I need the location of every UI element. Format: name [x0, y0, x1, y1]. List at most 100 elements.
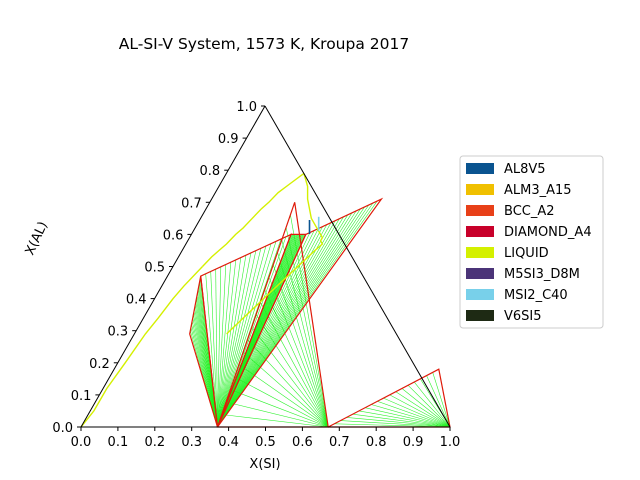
tie-line: [238, 364, 329, 428]
x-tick-label: 1.0: [440, 435, 461, 450]
tie-line: [285, 227, 329, 428]
y-tick-label: 0.1: [71, 389, 92, 404]
tie-line: [215, 269, 218, 428]
tie-line: [217, 202, 374, 428]
legend-swatch: [466, 247, 494, 258]
liquidus-curve: [226, 173, 324, 335]
legend-label: V6SI5: [504, 309, 542, 324]
liquidus-curve: [80, 266, 204, 428]
tie-line: [217, 245, 267, 428]
legend-box: [459, 155, 604, 329]
tie-line: [260, 302, 329, 428]
tie-line: [264, 289, 329, 428]
tie-line: [290, 214, 329, 428]
x-tick-label: 0.1: [108, 435, 129, 450]
tie-line: [234, 376, 329, 428]
legend-swatch: [466, 310, 494, 321]
tie-line: [251, 326, 329, 428]
tie-line: [426, 375, 451, 428]
legend-swatch: [466, 205, 494, 216]
y-tick-label: 0.5: [144, 261, 165, 276]
tie-line: [383, 397, 451, 428]
x-tick-label: 0.4: [218, 435, 239, 450]
tie-line: [346, 417, 451, 428]
y-tick-label: 1.0: [236, 100, 257, 115]
tie-line: [217, 262, 232, 428]
tie-line: [268, 277, 329, 428]
legend-label: LIQUID: [504, 246, 549, 261]
tie-line: [414, 381, 451, 428]
tie-line: [217, 264, 227, 428]
tie-line: [217, 216, 344, 428]
x-tick-label: 0.6: [292, 435, 313, 450]
x-axis-label: X(SI): [249, 457, 280, 472]
tie-line: [389, 394, 451, 428]
legend-swatch: [466, 163, 494, 174]
tie-line: [217, 250, 257, 428]
y-tick-label: 0.9: [218, 132, 239, 147]
tie-line: [272, 264, 329, 428]
legend-label: ALM3_A15: [504, 183, 572, 198]
x-tick-label: 0.2: [144, 435, 165, 450]
tick-layer: 0.0 0.1 0.2 0.3 0.4 0.5 0.6 0.7 0.8 0.9 1.0 0.0 0.1 0…: [52, 100, 460, 450]
y-tick-label: 0.2: [89, 357, 110, 372]
legend-label: MSI2_C40: [504, 288, 568, 303]
tie-triangle: [216, 197, 384, 428]
tie-line: [217, 210, 357, 428]
tie-line: [217, 222, 332, 428]
tie-line: [255, 314, 329, 428]
tie-line: [371, 404, 451, 428]
tie-line: [365, 407, 451, 428]
y-tick-label: 0.8: [200, 164, 221, 179]
legend-swatch: [466, 289, 494, 300]
legend-label: AL8V5: [504, 162, 546, 177]
tie-line: [247, 339, 329, 428]
legend-label: M5SI3_D8M: [504, 267, 580, 282]
tie-line: [217, 266, 222, 428]
x-tick-label: 0.8: [366, 435, 387, 450]
y-tick-label: 0.3: [108, 325, 129, 340]
x-tick-label: 0.9: [403, 435, 424, 450]
liquidus-curve: [201, 172, 305, 267]
tie-line: [407, 385, 451, 428]
tie-line: [217, 243, 272, 428]
tie-line: [358, 410, 451, 428]
tie-line: [401, 388, 451, 428]
tie-line: [217, 214, 349, 428]
y-tick-label: 0.0: [52, 421, 73, 436]
chart-title: AL-SI-V System, 1573 K, Kroupa 2017: [119, 35, 409, 53]
y-tick-label: 0.6: [163, 228, 184, 243]
x-tick-label: 0.5: [255, 435, 276, 450]
tie-line: [226, 401, 329, 428]
tie-line: [243, 351, 329, 428]
tie-line: [217, 248, 262, 428]
legend-swatch: [466, 268, 494, 279]
tie-line: [352, 413, 451, 428]
tie-line: [217, 208, 361, 428]
tie-line: [217, 257, 242, 428]
legend-swatch: [466, 226, 494, 237]
tie-line: [217, 259, 237, 428]
tie-line: [217, 220, 336, 428]
tie-line: [217, 252, 252, 428]
legend-swatch: [466, 184, 494, 195]
y-tick-label: 0.4: [126, 293, 147, 308]
x-tick-label: 0.0: [71, 435, 92, 450]
tie-line: [340, 420, 451, 428]
legend-label: BCC_A2: [504, 204, 555, 219]
tie-line: [230, 389, 329, 428]
tie-line: [217, 230, 315, 428]
tie-line: [277, 252, 329, 428]
hypotenuse-line: [264, 105, 451, 428]
x-tick-label: 0.3: [181, 435, 202, 450]
tie-line: [217, 212, 353, 428]
tie-line: [432, 372, 451, 428]
x-tick-label: 0.7: [329, 435, 350, 450]
tie-line: [377, 401, 451, 428]
tie-line: [217, 228, 319, 428]
tie-line: [395, 391, 451, 428]
tie-line: [221, 414, 329, 428]
legend: AL8V5 ALM3_A15 BCC_A2 DIAMOND_A4 LIQUID M5SI3…: [459, 155, 604, 329]
legend-label: DIAMOND_A4: [504, 225, 592, 240]
